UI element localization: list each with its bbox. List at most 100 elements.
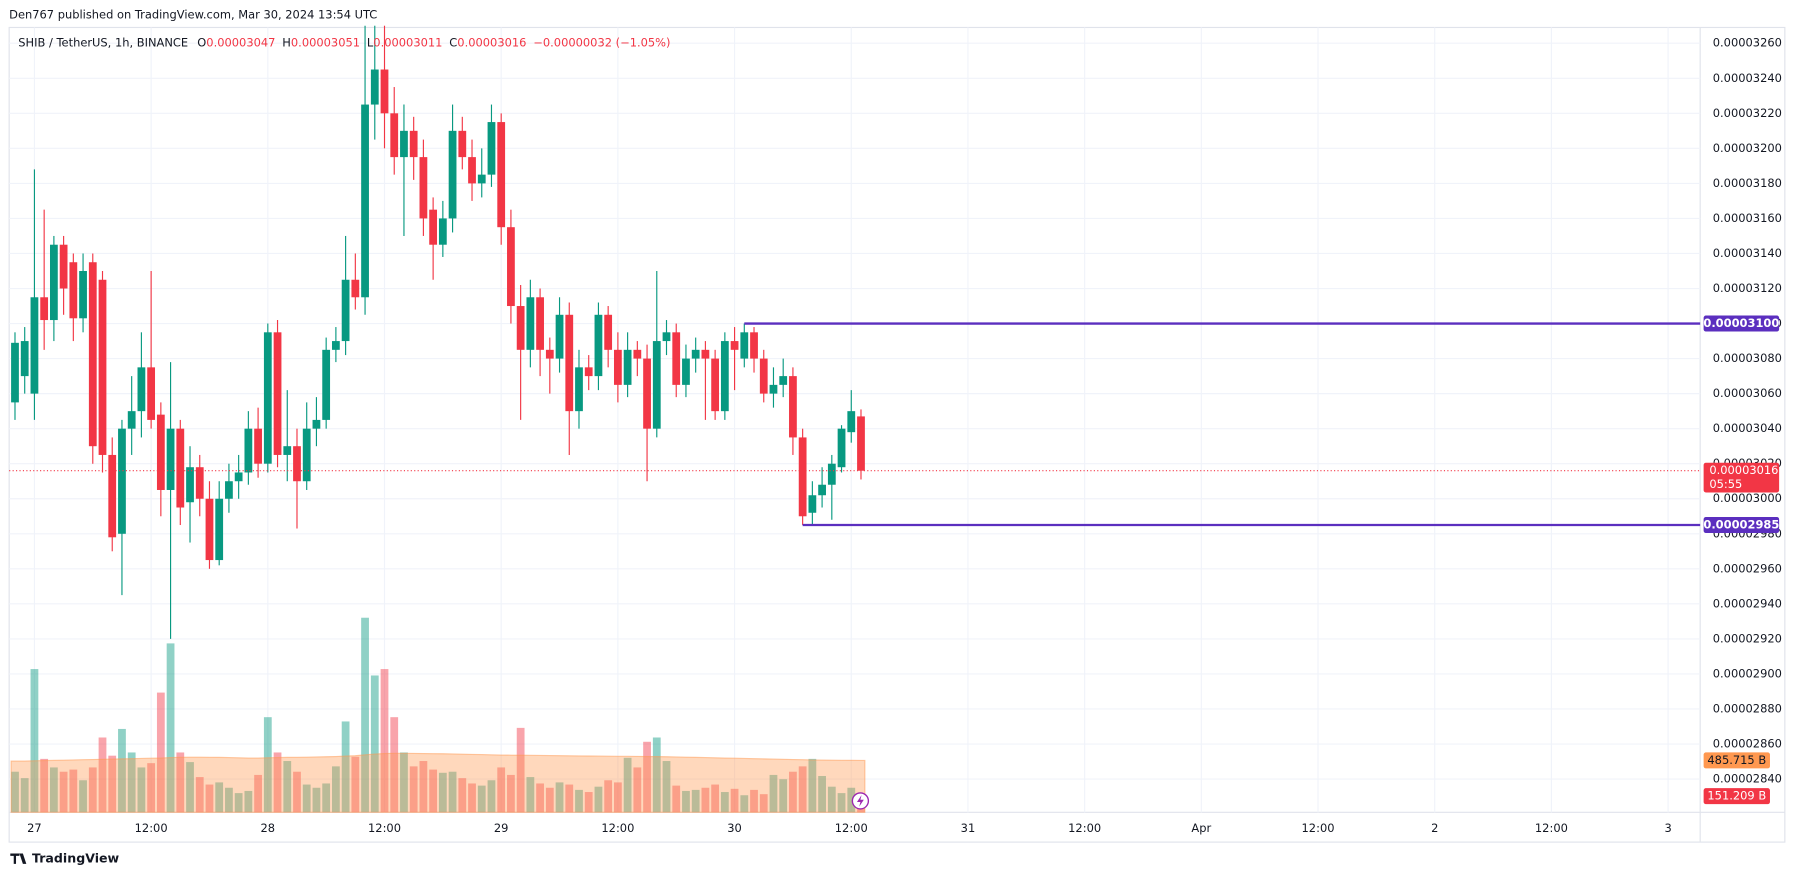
- candle-body: [400, 130, 408, 158]
- lightning-glyph: [856, 795, 864, 807]
- candle-body: [818, 484, 826, 496]
- volume-tag: [1703, 788, 1770, 805]
- candle-body: [88, 262, 97, 447]
- volume-bar: [691, 789, 700, 813]
- volume-bar: [361, 617, 369, 813]
- volume-bar: [497, 767, 506, 813]
- y-tick-label: 0.00002960: [1713, 561, 1782, 575]
- y-tick-label: 0.00003120: [1713, 281, 1782, 295]
- x-tick-label: 3: [1664, 821, 1671, 835]
- candle-body: [857, 416, 865, 471]
- volume-bar: [118, 728, 126, 813]
- volume-bar: [283, 761, 292, 813]
- candle-body: [409, 130, 418, 158]
- volume-bar: [215, 782, 224, 813]
- volume-bar: [49, 767, 58, 813]
- candle-body: [380, 69, 389, 114]
- x-tick-label: Apr: [1191, 821, 1211, 835]
- candle-body: [720, 341, 729, 412]
- legend-key: C: [449, 35, 457, 49]
- tv-logo: [10, 853, 27, 864]
- grid: [9, 27, 1701, 813]
- candle-body: [545, 349, 554, 359]
- candle-body: [555, 314, 564, 359]
- volume-bar: [98, 737, 107, 813]
- volume-bar: [380, 669, 389, 813]
- volume-bar: [400, 752, 408, 813]
- volume-bar: [438, 772, 447, 813]
- candle-body: [69, 262, 78, 319]
- volume-bar: [312, 787, 321, 813]
- level-label: 0.00002985: [1703, 518, 1779, 532]
- volume-bar: [769, 774, 778, 813]
- candle-body: [526, 297, 535, 350]
- candle-body: [40, 297, 49, 321]
- y-tick-label: 0.00003060: [1713, 386, 1782, 400]
- volume-bar: [429, 769, 438, 813]
- y-tick-label: 0.00002940: [1713, 596, 1782, 610]
- candle-body: [759, 358, 768, 394]
- footer: TradingView: [32, 851, 120, 866]
- level-tag: [1703, 315, 1780, 332]
- volume-bar: [526, 777, 535, 813]
- volume-bar: [225, 787, 233, 813]
- candle-body: [370, 69, 379, 105]
- volume-bar: [672, 785, 681, 813]
- volume-bar: [750, 789, 758, 813]
- volume-bar: [662, 761, 671, 813]
- candle-body: [789, 376, 797, 438]
- volume-label: 151.209 B: [1707, 789, 1766, 803]
- candle-body: [419, 157, 428, 219]
- candle-body: [176, 428, 185, 508]
- volume-bar: [108, 755, 117, 813]
- candle-body: [186, 467, 194, 503]
- x-tick-label: 29: [494, 821, 509, 835]
- candle-body: [507, 227, 515, 307]
- candle-body: [127, 411, 136, 429]
- volume-bar: [11, 771, 19, 813]
- volume-bar: [808, 758, 817, 813]
- volume-bar: [59, 771, 68, 813]
- y-tick-label: 0.00002920: [1713, 631, 1782, 645]
- candle-body: [643, 358, 651, 429]
- candle-body: [837, 428, 846, 468]
- volume-bar: [468, 783, 476, 813]
- volume-bar: [536, 783, 544, 813]
- candle-body: [691, 349, 700, 359]
- candle-body: [98, 279, 107, 455]
- y-tick-label: 0.00003140: [1713, 246, 1782, 260]
- volume-bar: [293, 771, 301, 813]
- volume-bar: [176, 752, 185, 813]
- volume-bar: [759, 794, 768, 813]
- y-tick-label: 0.00003240: [1713, 71, 1782, 85]
- volume-bar: [740, 795, 749, 813]
- candle-body: [662, 332, 671, 342]
- volume-bar: [487, 780, 496, 813]
- candle-body: [633, 349, 642, 359]
- y-tick-label: 0.00003160: [1713, 211, 1782, 225]
- candle-body: [847, 411, 856, 433]
- candle-body: [438, 218, 447, 245]
- volume-bar: [730, 788, 739, 813]
- candle-body: [516, 306, 525, 350]
- candle-body: [79, 270, 87, 319]
- candle-body: [215, 498, 224, 561]
- volume-bar: [341, 721, 350, 813]
- candle-body: [594, 314, 603, 377]
- legend-value: 0.00003047: [206, 35, 275, 49]
- volume-bar: [234, 793, 243, 813]
- volume-bar: [711, 784, 720, 813]
- candle-body: [147, 367, 156, 420]
- candle-body: [711, 358, 720, 412]
- candle-body: [118, 428, 126, 534]
- candle-body: [293, 446, 301, 482]
- volume-bar: [390, 717, 399, 813]
- candle-body: [273, 332, 282, 455]
- volume-bar: [88, 767, 97, 813]
- x-tick-label: 30: [727, 821, 742, 835]
- y-tick-label: 0.00003200: [1713, 141, 1782, 155]
- volume-bar: [127, 752, 136, 813]
- candle-body: [263, 332, 272, 464]
- candle-body: [11, 342, 19, 403]
